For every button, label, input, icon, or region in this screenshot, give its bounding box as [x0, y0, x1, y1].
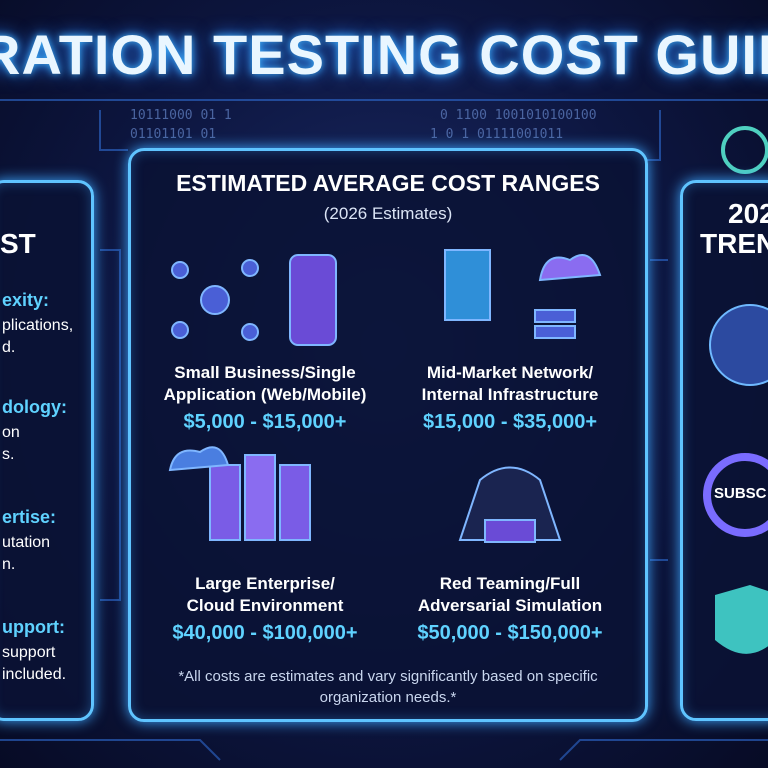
center-panel [128, 148, 648, 722]
binary-text: 01101101 01 [130, 127, 217, 142]
binary-text: 1 0 1 01111001011 [430, 127, 564, 142]
binary-text: 10111000 01 1 [130, 108, 232, 123]
left-item-text: on [2, 424, 20, 441]
left-item-text: utation [2, 534, 51, 551]
left-item-heading: exity: [2, 290, 50, 310]
left-item-heading: ertise: [2, 507, 57, 527]
panel-title: ESTIMATED AVERAGE COST RANGES [176, 170, 600, 196]
item-price: $40,000 - $100,000+ [172, 622, 358, 644]
footnote: *All costs are estimates and vary signif… [178, 668, 598, 706]
panel-subtitle: (2026 Estimates) [323, 204, 453, 223]
left-item-heading: dology: [2, 397, 67, 417]
item-label: Small Business/Single [174, 363, 356, 382]
left-panel [0, 180, 94, 721]
item-label: Internal Infrastructure [421, 385, 599, 404]
left-heading: ST [0, 228, 36, 259]
left-item-text: s. [2, 446, 15, 463]
binary-text: 0 1100 1001010100100 [440, 108, 597, 123]
item-label: Cloud Environment [186, 596, 344, 615]
left-item-text: d. [2, 339, 16, 356]
left-item-text: plications, [2, 317, 74, 334]
left-item-heading: upport: [2, 617, 65, 637]
item-label: Mid-Market Network/ [426, 363, 594, 382]
icon-label: SUBSC [714, 485, 767, 502]
item-label: Application (Web/Mobile) [163, 385, 367, 404]
item-price: $50,000 - $150,000+ [417, 622, 603, 644]
title: RATION TESTING COST GUIDE [0, 23, 768, 86]
left-item-text: included. [2, 666, 67, 683]
right-heading: 202 [728, 198, 768, 229]
cost-icons [168, 249, 602, 543]
item-price: $15,000 - $35,000+ [422, 411, 598, 433]
left-item-text: n. [2, 556, 16, 573]
right-heading: TREN [700, 228, 768, 259]
left-item-text: support [2, 644, 56, 661]
item-label: Adversarial Simulation [417, 596, 603, 615]
right-icons [703, 304, 768, 654]
item-label: Red Teaming/Full [439, 574, 581, 593]
item-label: Large Enterprise/ [195, 574, 335, 593]
item-price: $5,000 - $15,000+ [183, 411, 347, 433]
